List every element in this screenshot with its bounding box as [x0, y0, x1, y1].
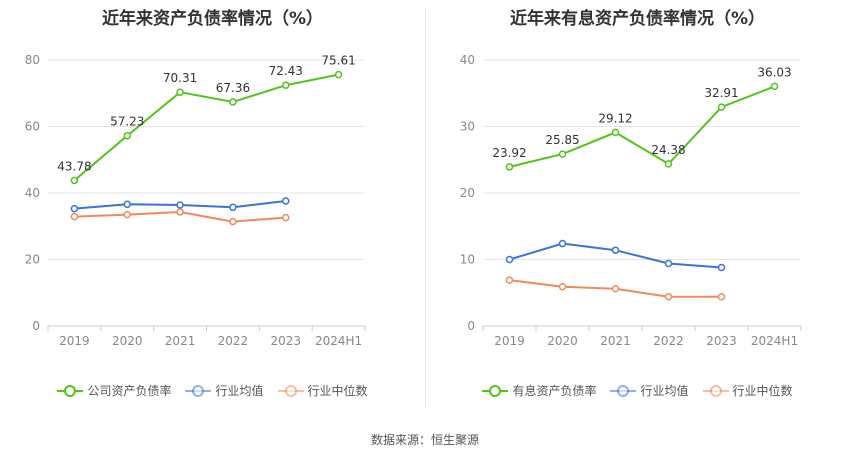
data-point: [505, 276, 514, 284]
data-point: [558, 283, 567, 291]
left-chart-panel: 近年来资产负债率情况（%） 0 20 40 60 80 2019 2020 2021 2022 2…: [0, 0, 425, 410]
left-chart-title: 近年来资产负债率情况（%）: [101, 9, 324, 29]
data-point: [123, 210, 131, 219]
legend-label: 行业均值: [215, 384, 264, 398]
x-tick-label: 2019: [59, 334, 90, 348]
legend-swatch-icon: [482, 384, 509, 398]
data-point: [717, 263, 726, 272]
x-tick-label: 2021: [600, 334, 631, 348]
data-point: [176, 208, 184, 216]
data-point: [664, 292, 673, 301]
data-label: 72.43: [269, 64, 303, 78]
x-tick-label: 2020: [112, 334, 143, 348]
legend-label: 行业中位数: [307, 384, 368, 398]
y-tick-label: 80: [25, 53, 40, 67]
legend-item[interactable]: 公司资产负债率: [57, 382, 171, 399]
data-point: [229, 98, 237, 106]
data-point: [229, 217, 237, 226]
x-tick-label: 2023: [706, 334, 737, 348]
right-chart-panel: 近年来有息资产负债率情况（%） 0 10 20 30 40 2019 2020 2021 202…: [425, 0, 850, 410]
data-point: [611, 285, 620, 293]
right-chart-title: 近年来有息资产负债率情况（%）: [509, 9, 766, 29]
data-point: [282, 213, 290, 222]
panel-divider: [425, 8, 426, 408]
legend-label: 行业均值: [640, 384, 689, 398]
data-label: 75.61: [321, 54, 355, 68]
data-point: [334, 70, 343, 79]
y-tick-label: 20: [460, 186, 475, 200]
data-point: [611, 246, 620, 254]
data-label: 57.23: [110, 115, 144, 129]
data-point: [505, 163, 514, 171]
legend-label: 行业中位数: [732, 384, 793, 398]
legend-swatch-icon: [185, 384, 212, 398]
data-label: 25.85: [545, 133, 579, 147]
data-source-note: 数据来源：恒生聚源: [370, 433, 479, 447]
data-label: 70.31: [163, 71, 197, 85]
y-tick-label: 30: [460, 120, 475, 134]
y-tick-label: 60: [25, 120, 40, 134]
x-tick-label: 2024H1: [315, 334, 362, 348]
legend-label: 有息资产负债率: [512, 384, 597, 398]
data-point: [176, 88, 184, 96]
x-tick-label: 2021: [165, 334, 196, 348]
series-line: [509, 85, 775, 168]
left-chart-plot: 0 20 40 60 80 2019 2020 2021 2022 2023 2024H1 43.78…: [25, 53, 366, 348]
data-point: [123, 200, 131, 209]
data-point: [558, 239, 567, 248]
legend-item[interactable]: 行业中位数: [702, 382, 793, 399]
x-tick-label: 2022: [218, 334, 249, 348]
legend-swatch-icon: [57, 384, 84, 398]
legend-item[interactable]: 行业均值: [610, 382, 689, 399]
data-point: [176, 201, 184, 209]
data-point: [770, 82, 779, 91]
data-point: [505, 255, 514, 264]
data-point: [664, 259, 673, 268]
data-point: [282, 81, 290, 89]
legend-item[interactable]: 行业中位数: [277, 382, 368, 399]
data-point: [70, 204, 79, 213]
data-point: [558, 150, 567, 158]
data-point: [717, 292, 726, 301]
data-label: 29.12: [598, 111, 632, 125]
data-point: [717, 103, 726, 111]
x-tick-label: 2024H1: [751, 334, 798, 348]
x-tick-label: 2022: [653, 334, 684, 348]
data-point: [664, 160, 673, 168]
data-point: [70, 212, 79, 221]
data-point: [229, 203, 237, 212]
data-point: [282, 197, 290, 205]
right-chart-plot: 0 10 20 30 40 2019 2020 2021 2022 2023 2024H1 23.92…: [460, 53, 802, 348]
y-tick-label: 0: [32, 319, 40, 333]
legend-item[interactable]: 行业均值: [185, 382, 264, 399]
data-point: [611, 128, 620, 137]
legend-label: 公司资产负债率: [87, 384, 172, 398]
y-tick-label: 40: [25, 186, 40, 200]
y-tick-label: 20: [25, 253, 40, 267]
x-tick-label: 2019: [494, 334, 525, 348]
legend-swatch-icon: [277, 384, 304, 398]
data-label: 24.38: [651, 143, 685, 157]
data-label: 67.36: [216, 81, 250, 95]
y-tick-label: 10: [460, 253, 475, 267]
series-line: [73, 73, 339, 182]
data-label: 32.91: [704, 86, 738, 100]
data-point: [70, 176, 79, 185]
x-tick-label: 2020: [547, 334, 578, 348]
x-tick-label: 2023: [270, 334, 301, 348]
y-tick-label: 40: [460, 53, 475, 67]
data-label: 36.03: [757, 65, 791, 79]
left-chart-legend: 公司资产负债率 行业均值 行业中位数: [0, 382, 425, 399]
legend-swatch-icon: [610, 384, 637, 398]
legend-item[interactable]: 有息资产负债率: [482, 382, 596, 399]
data-label: 43.78: [57, 159, 91, 173]
data-label: 23.92: [492, 146, 526, 160]
data-point: [123, 131, 131, 140]
legend-swatch-icon: [702, 384, 729, 398]
right-chart-legend: 有息资产负债率 行业均值 行业中位数: [425, 382, 850, 399]
y-tick-label: 0: [467, 319, 475, 333]
